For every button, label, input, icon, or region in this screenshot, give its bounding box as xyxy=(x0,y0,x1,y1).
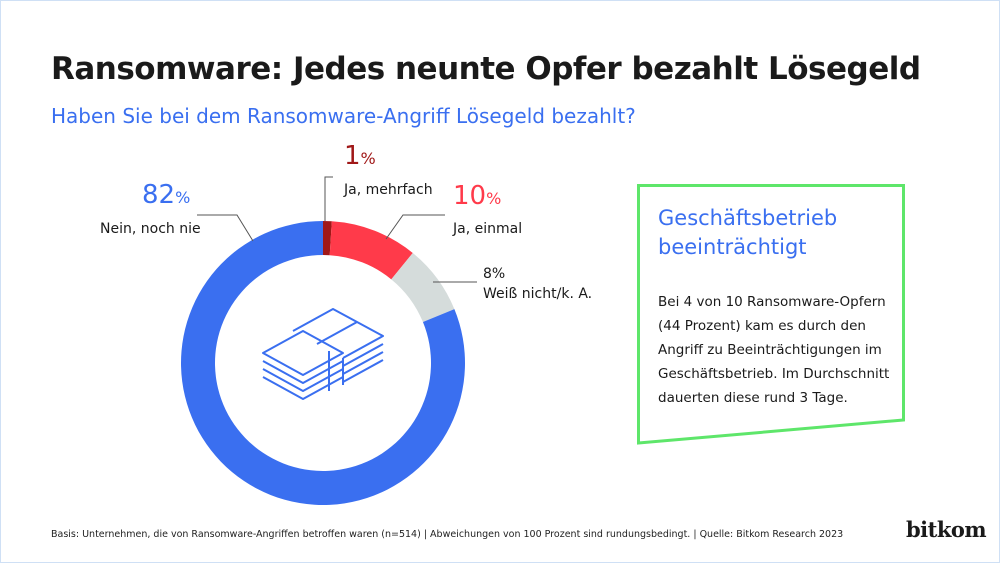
page-title: Ransomware: Jedes neunte Opfer bezahlt L… xyxy=(51,51,921,87)
footer-source: Basis: Unternehmen, die von Ransomware-A… xyxy=(51,529,844,540)
info-box-body: Bei 4 von 10 Ransomware-Opfern (44 Proze… xyxy=(658,294,890,406)
info-box: Geschäftsbetrieb beeinträchtigt Bei 4 vo… xyxy=(637,184,905,446)
donut-slice-1 xyxy=(323,221,332,256)
slice-value-8: 8% xyxy=(483,266,506,282)
donut-slice-10 xyxy=(329,221,413,280)
info-box-title: Geschäftsbetrieb beeinträchtigt xyxy=(658,206,838,259)
slice-label-1: Ja, mehrfach xyxy=(344,182,433,198)
slice-label-10: Ja, einmal xyxy=(453,221,523,237)
slice-value-10: 10% xyxy=(453,181,502,211)
slice-label-82: Nein, noch nie xyxy=(100,221,201,237)
donut-slice-8 xyxy=(391,252,455,323)
slice-value-1: 1% xyxy=(344,141,376,171)
bitkom-logo: bitkom xyxy=(906,517,987,542)
donut-chart xyxy=(181,176,477,506)
money-stack-icon xyxy=(262,308,384,400)
slice-label-8: Weiß nicht/k. A. xyxy=(483,286,593,302)
slice-value-82: 82% xyxy=(142,180,191,210)
leader-line-10 xyxy=(385,214,445,240)
subtitle: Haben Sie bei dem Ransomware-Angriff Lös… xyxy=(51,104,636,128)
leader-line-1 xyxy=(324,176,333,221)
leader-line-82 xyxy=(197,214,254,242)
